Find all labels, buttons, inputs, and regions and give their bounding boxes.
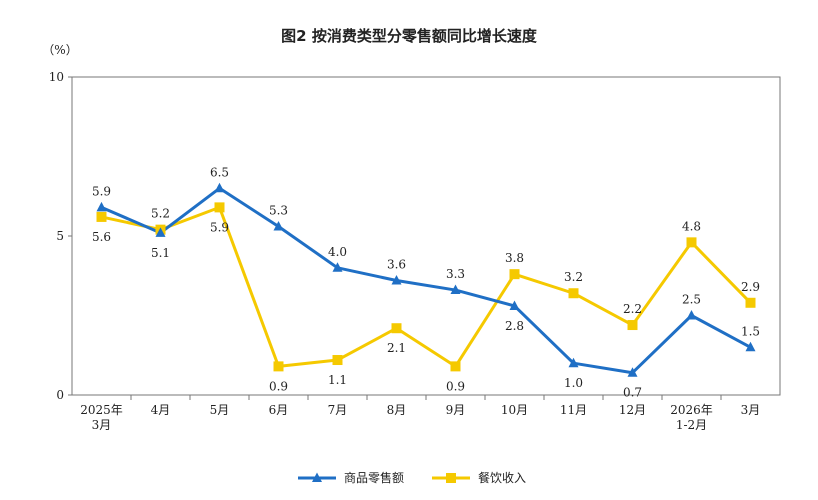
series-0-data-label: 5.1 xyxy=(151,246,170,260)
series-0-data-label: 6.5 xyxy=(210,165,229,179)
series-0-marker xyxy=(214,182,225,193)
series-0-marker xyxy=(332,262,343,272)
x-tick-label: 8月 xyxy=(387,403,407,417)
y-tick-label: 0 xyxy=(56,388,64,402)
series-1-marker xyxy=(391,323,402,334)
x-tick-label: 11月 xyxy=(560,403,587,417)
series-1-data-label: 2.9 xyxy=(741,280,760,294)
legend-label-0: 商品零售额 xyxy=(344,470,404,485)
y-tick-label: 10 xyxy=(49,70,64,84)
series-1-data-label: 5.2 xyxy=(151,207,170,221)
x-tick-label: 2026年 xyxy=(670,403,713,417)
series-1-data-label: 0.9 xyxy=(446,379,465,393)
x-tick-label: 5月 xyxy=(210,403,230,417)
series-0-data-label: 5.3 xyxy=(269,203,288,217)
series-1-data-label: 3.2 xyxy=(564,270,583,284)
series-0-marker xyxy=(96,201,107,212)
series-0-data-label: 1.0 xyxy=(564,376,583,390)
series-0-data-label: 2.5 xyxy=(682,293,701,307)
series-0-data-label: 4.0 xyxy=(328,245,347,259)
series-1-marker xyxy=(568,288,579,299)
x-tick-label: 3月 xyxy=(92,418,112,432)
x-tick-label: 7月 xyxy=(328,403,348,417)
series-1-data-label: 2.2 xyxy=(623,302,642,316)
legend-marker-1 xyxy=(446,473,456,483)
y-axis-unit-label: （%） xyxy=(42,43,77,57)
series-1-marker xyxy=(509,269,520,280)
series-0-marker xyxy=(745,341,756,352)
series-1-data-label: 5.6 xyxy=(92,230,111,244)
x-tick-label: 3月 xyxy=(741,403,761,417)
legend-label-1: 餐饮收入 xyxy=(478,470,526,485)
chart-title: 图2 按消费类型分零售额同比增长速度 xyxy=(281,27,538,45)
series-0-marker xyxy=(627,367,638,377)
y-tick-label: 5 xyxy=(56,229,64,243)
series-0-marker xyxy=(568,357,579,368)
x-tick-label: 10月 xyxy=(501,403,528,417)
series-1-data-label: 3.8 xyxy=(505,251,524,265)
series-0-marker xyxy=(686,310,697,320)
series-0-data-label: 0.7 xyxy=(623,386,642,400)
x-tick-label: 4月 xyxy=(151,403,171,417)
series-1-marker xyxy=(214,202,225,213)
series-0-marker xyxy=(155,227,166,237)
series-1-marker xyxy=(686,237,697,248)
series-1-marker xyxy=(450,361,461,372)
x-tick-label: 9月 xyxy=(446,403,466,417)
series-0-data-label: 3.6 xyxy=(387,258,406,272)
series-1-data-label: 0.9 xyxy=(269,379,288,393)
series-0-marker xyxy=(509,300,520,310)
series-1-data-label: 4.8 xyxy=(682,219,701,233)
series-0-marker xyxy=(391,275,402,285)
series-1-marker xyxy=(627,320,638,331)
series-0-data-label: 3.3 xyxy=(446,267,465,281)
series-1-marker xyxy=(273,361,284,372)
x-tick-label: 2025年 xyxy=(80,403,123,417)
x-tick-label: 1-2月 xyxy=(676,418,707,432)
series-1-data-label: 5.9 xyxy=(210,220,229,234)
series-1-marker xyxy=(96,211,107,222)
series-line-0 xyxy=(100,186,752,375)
series-0-marker xyxy=(450,284,461,295)
series-0-data-label: 5.9 xyxy=(92,184,111,198)
x-tick-label: 6月 xyxy=(269,403,289,417)
series-0-marker xyxy=(273,220,284,231)
series-line-1 xyxy=(101,205,752,368)
series-1-data-label: 2.1 xyxy=(387,341,406,355)
series-0-data-label: 2.8 xyxy=(505,319,524,333)
series-1-data-label: 1.1 xyxy=(328,373,347,387)
series-0-data-label: 1.5 xyxy=(741,324,760,338)
legend-marker-0 xyxy=(312,472,322,482)
x-tick-label: 12月 xyxy=(619,403,646,417)
series-1-marker xyxy=(332,355,343,366)
series-1-marker xyxy=(745,297,756,308)
